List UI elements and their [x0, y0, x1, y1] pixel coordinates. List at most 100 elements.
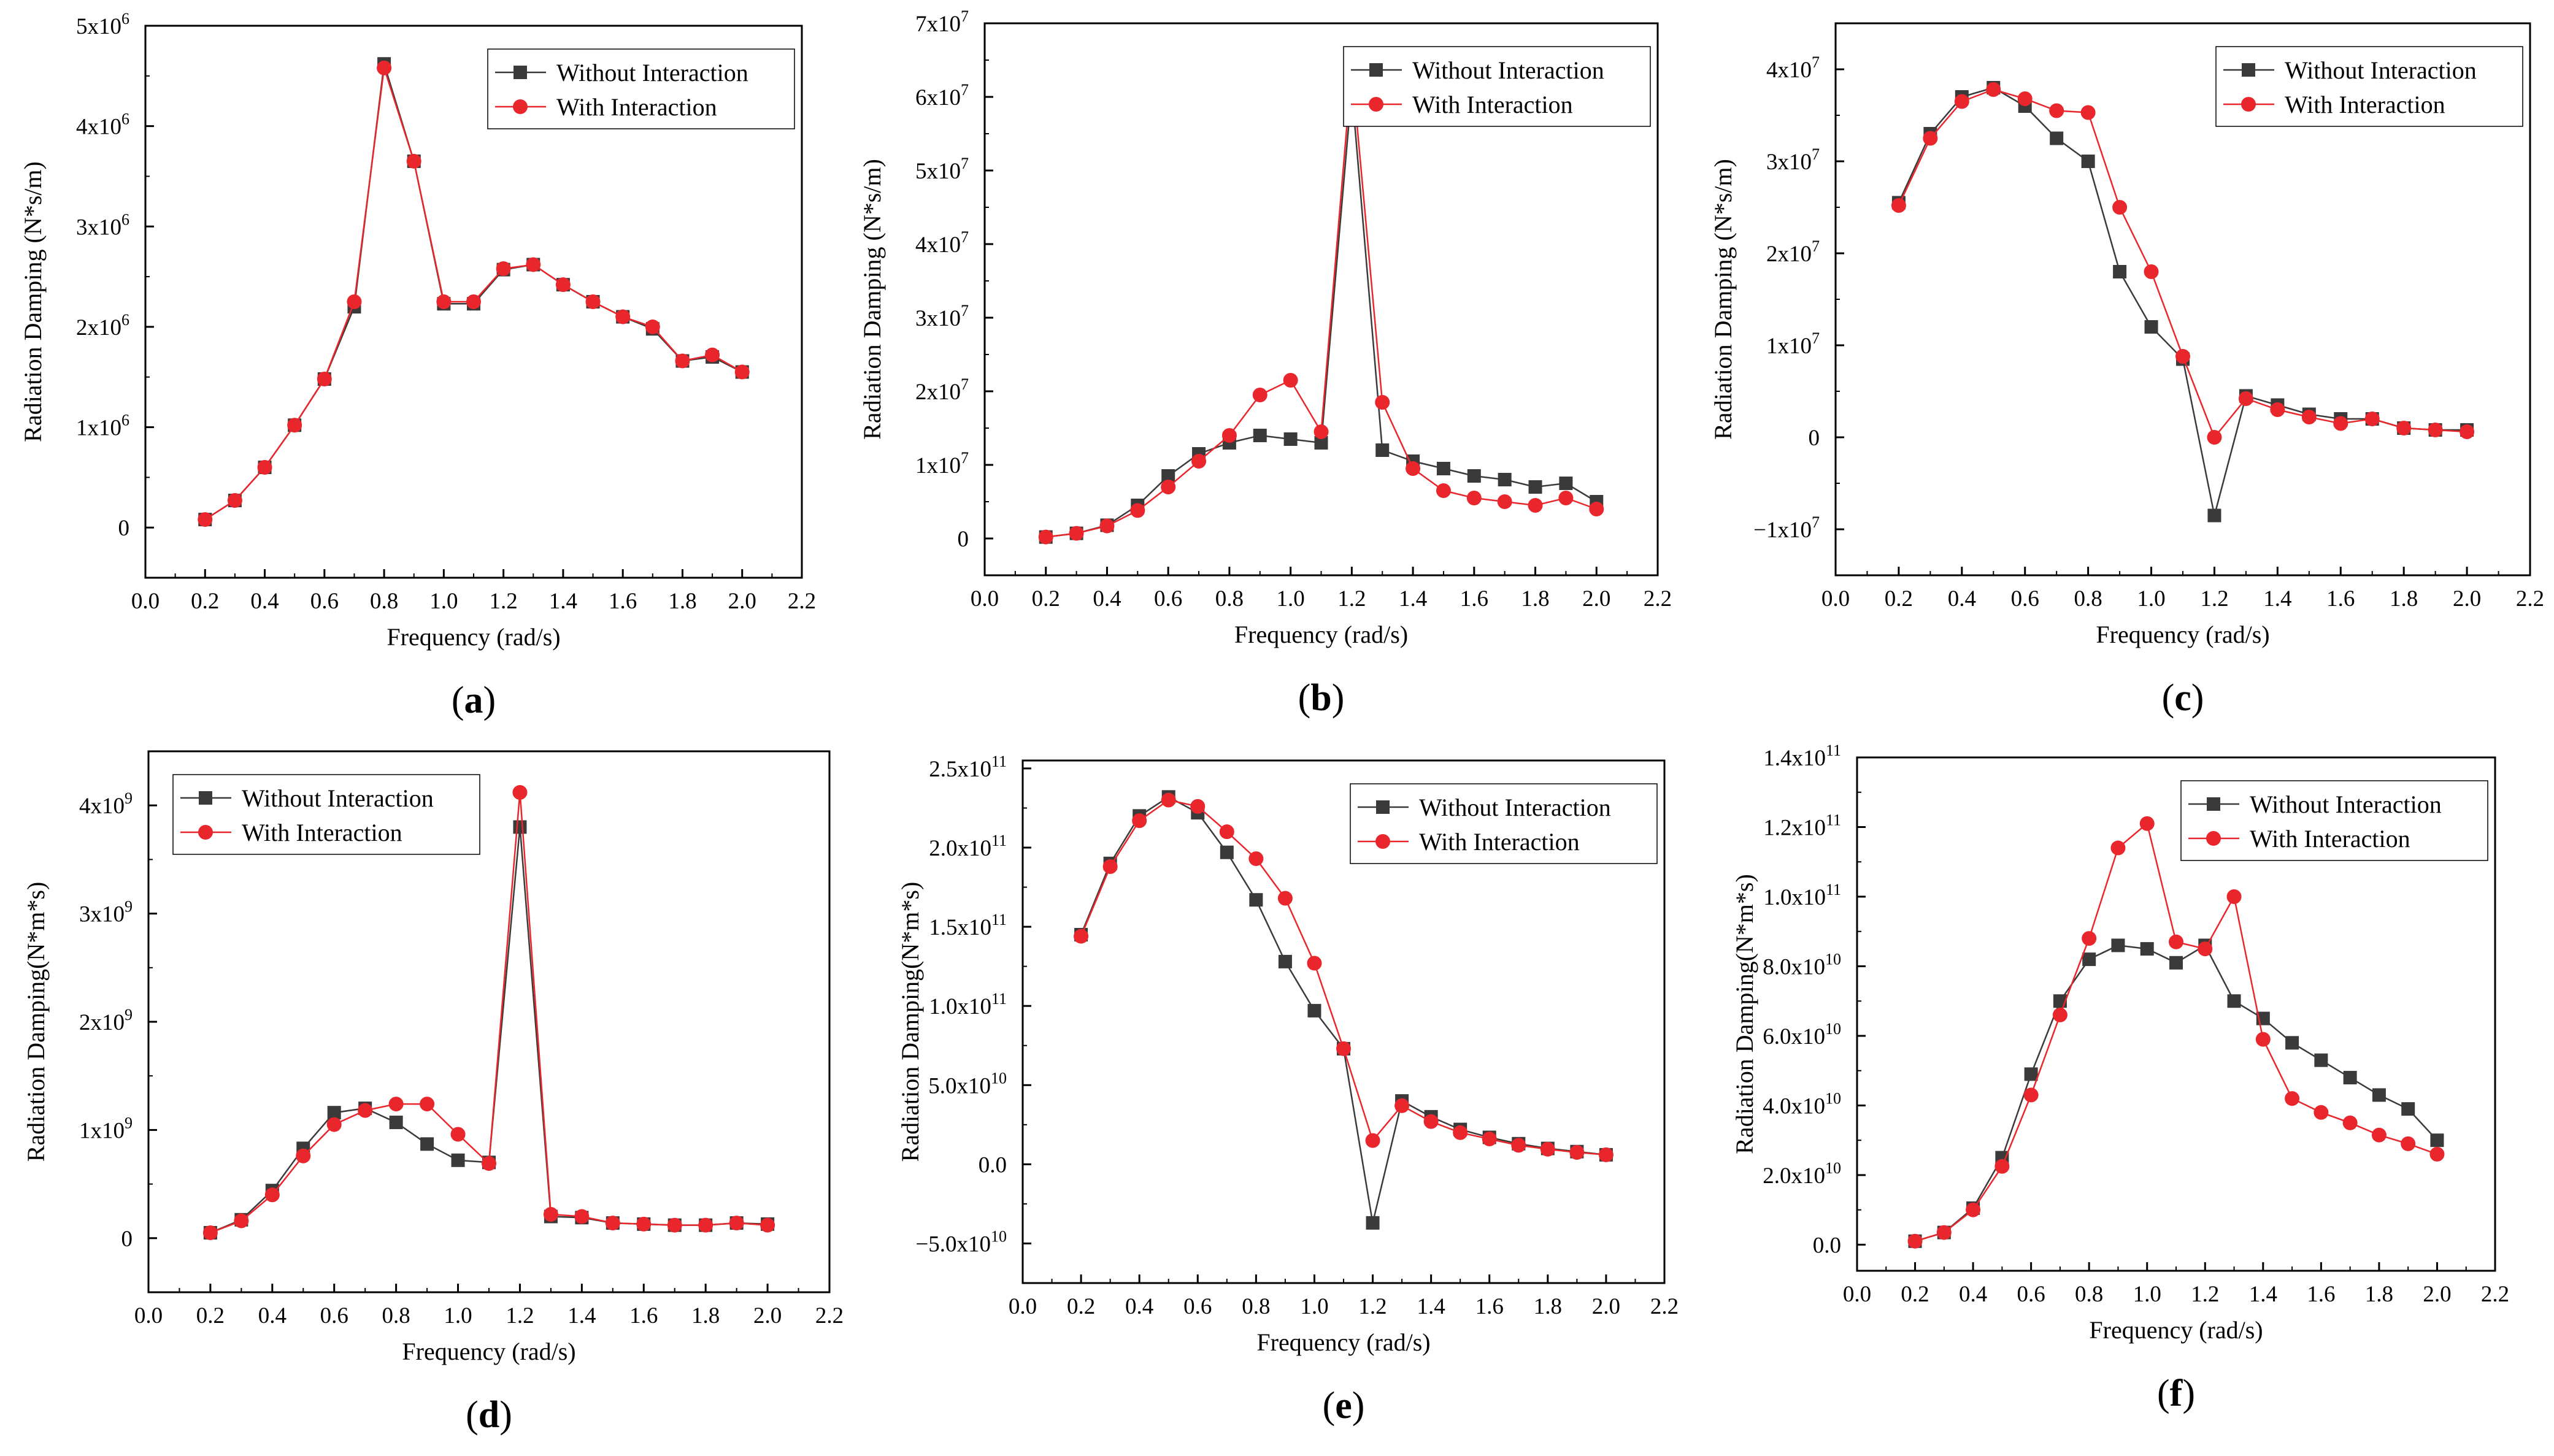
y-tick-mantissa: −5.0x10 — [915, 1232, 991, 1257]
x-tick-label: 0.6 — [1183, 1294, 1212, 1319]
legend-marker — [1369, 97, 1383, 112]
series-line — [204, 63, 743, 521]
legend: Without Interaction With Interaction — [487, 48, 795, 129]
x-axis-label: Frequency (rad/s) — [387, 623, 560, 651]
x-axis-label: Frequency (rad/s) — [2089, 1316, 2263, 1344]
data-point — [406, 153, 421, 169]
panel-e: 0.0 0.2 0.4 0.6 0.8 1.0 1.2 1.4 1.6 1.8 2.0 2.2 −5.0… — [896, 753, 1679, 1427]
data-point — [2364, 412, 2380, 426]
y-tick-label: 0 — [1809, 426, 1820, 451]
data-point — [2460, 424, 2475, 439]
series-line — [1915, 944, 2438, 1242]
data-point — [2113, 265, 2127, 278]
y-tick-mantissa: 0 — [1809, 426, 1820, 451]
data-point — [2226, 889, 2242, 904]
data-point — [1375, 395, 1390, 410]
y-axis-label: Radiation Damping(N*m*s) — [1731, 874, 1758, 1154]
y-tick-mantissa: 3x10 — [915, 306, 961, 331]
data-point — [729, 1216, 744, 1231]
series-line — [1898, 86, 2467, 516]
y-tick-mantissa: 6.0x10 — [1763, 1024, 1825, 1049]
panel-label: (e) — [1323, 1385, 1365, 1427]
data-point — [466, 294, 481, 309]
data-point — [2198, 941, 2213, 957]
panel-f: 0.0 0.2 0.4 0.6 0.8 1.0 1.2 1.4 1.6 1.8 2.0 2.2 0.0 2… — [1731, 741, 2509, 1414]
x-tick-label: 2.0 — [753, 1303, 782, 1328]
x-tick-label: 1.4 — [567, 1303, 596, 1328]
x-tick-label: 1.2 — [2200, 586, 2228, 611]
y-tick-label: 2x106 — [76, 311, 129, 340]
y-tick-mantissa: 4x10 — [79, 794, 125, 819]
data-point — [2270, 402, 2285, 417]
y-tick-exponent: 7 — [961, 375, 969, 393]
y-tick-mantissa: 1x10 — [1766, 334, 1812, 359]
data-point — [198, 512, 213, 527]
x-tick-label: 2.0 — [1592, 1294, 1620, 1319]
y-tick-exponent: 6 — [121, 311, 129, 329]
y-tick-exponent: 9 — [125, 898, 133, 916]
y-tick-exponent: 9 — [125, 1006, 133, 1024]
y-tick-label: 1x107 — [1766, 329, 1820, 359]
x-tick-label: 1.8 — [2365, 1282, 2393, 1307]
x-tick-label: 0.8 — [1242, 1294, 1270, 1319]
series-with-interaction — [1907, 816, 2445, 1249]
data-point — [2112, 200, 2128, 215]
data-point — [436, 294, 452, 309]
x-tick-label: 1.8 — [691, 1303, 720, 1328]
data-point — [2285, 1036, 2299, 1050]
x-axis-label: Frequency (rad/s) — [402, 1338, 575, 1365]
legend-box — [1343, 46, 1651, 127]
y-tick-exponent: 10 — [1825, 1020, 1841, 1038]
legend-marker — [199, 791, 212, 805]
y-tick-exponent: 11 — [1826, 741, 1841, 759]
data-point — [1936, 1225, 1952, 1240]
data-point — [1466, 491, 1482, 505]
y-tick-exponent: 11 — [991, 832, 1007, 849]
series-with-interaction — [1038, 60, 1604, 545]
data-point — [1954, 94, 1969, 109]
x-tick-label: 0.4 — [1959, 1282, 1987, 1307]
panel-label: (f) — [2157, 1373, 2195, 1414]
y-tick-exponent: 10 — [1825, 1159, 1841, 1177]
y-tick-mantissa: 3x10 — [79, 902, 125, 927]
y-axis-label: Radiation Damping (N*s/m) — [1709, 159, 1737, 440]
data-point — [326, 1117, 342, 1132]
data-point — [2429, 1146, 2445, 1162]
x-tick-label: 0.8 — [1215, 586, 1244, 611]
data-point — [2144, 320, 2158, 334]
y-tick-mantissa: 0 — [118, 516, 130, 541]
data-point — [760, 1217, 775, 1233]
series-line — [1045, 67, 1597, 538]
y-tick-mantissa: 5.0x10 — [928, 1073, 991, 1098]
data-point — [574, 1209, 590, 1224]
data-point — [1314, 424, 1329, 439]
x-tick-label: 1.0 — [429, 589, 458, 614]
legend-marker — [2207, 797, 2220, 811]
data-point — [1907, 1233, 1923, 1249]
y-tick-label: 5x107 — [915, 155, 969, 184]
y-tick-mantissa: 2x10 — [79, 1010, 125, 1035]
panel-b: 0.0 0.2 0.4 0.6 0.8 1.0 1.2 1.4 1.6 1.8 2.0 2.2 0 1x1… — [858, 7, 1672, 719]
data-point — [2430, 1133, 2444, 1148]
panel-label: (b) — [1298, 677, 1345, 719]
legend-label: With Interaction — [2285, 91, 2445, 118]
data-point — [2111, 938, 2125, 952]
legend-box — [487, 48, 795, 129]
legend-label: With Interaction — [1412, 91, 1573, 118]
y-axis-label: Radiation Damping(N*m*s) — [22, 882, 50, 1162]
series-with-interaction — [202, 785, 775, 1240]
data-point — [1453, 1125, 1468, 1140]
x-tick-label: 0.4 — [250, 589, 279, 614]
data-point — [287, 418, 302, 433]
x-tick-label: 1.4 — [2249, 1282, 2277, 1307]
x-axis-label: Frequency (rad/s) — [1256, 1328, 1430, 1356]
data-point — [1219, 824, 1234, 840]
panel-letter: d — [479, 1394, 499, 1436]
y-tick-label: 2x107 — [915, 375, 969, 405]
data-point — [1423, 1114, 1439, 1129]
y-tick-exponent: 7 — [961, 449, 969, 467]
y-tick-mantissa: 6x10 — [915, 85, 961, 110]
y-axis-label: Radiation Damping(N*m*s) — [896, 882, 924, 1162]
x-tick-label: 1.8 — [668, 589, 696, 614]
